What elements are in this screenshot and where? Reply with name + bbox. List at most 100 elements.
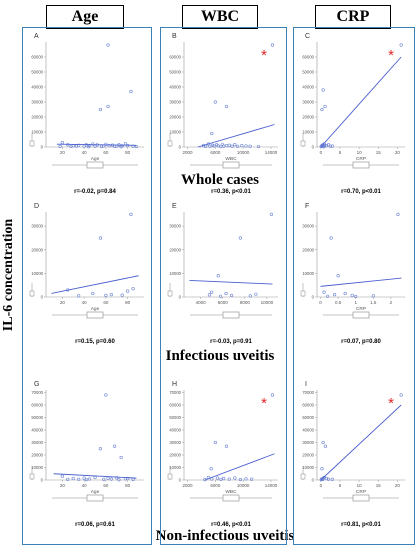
panel-b-letter: B (172, 33, 177, 40)
panel-i-ytick-label: 70000 (302, 390, 314, 395)
panel-h-xtick-label: 10000 (237, 483, 250, 488)
panel-g-point (126, 476, 130, 481)
panel-a-point (129, 89, 133, 94)
panel-a-xtick-label: 40 (82, 150, 88, 155)
panel-e-ytick-label: 30000 (169, 224, 181, 229)
panel-b-point (270, 43, 275, 47)
panel-g-point (87, 477, 92, 481)
panel-g-ytick-label: 50000 (31, 415, 43, 420)
panel-g-xtick-label: 80 (125, 483, 131, 488)
panel-g-point (60, 474, 64, 478)
panel-h-boxplot-box (222, 494, 240, 502)
panel-a-ytick-label: 10000 (31, 130, 43, 135)
panel-h-ytick-label: 70000 (169, 390, 181, 395)
panel-f-point (333, 293, 337, 297)
panel-e-point (207, 293, 212, 297)
panel-i-ytick-label: 0 (312, 478, 315, 483)
panel-i-fit-line (320, 404, 402, 481)
panel-d-point (131, 287, 135, 291)
panel-g-point (71, 476, 75, 481)
panel-d-point (98, 236, 103, 240)
panel-g-xtick-label: 40 (82, 483, 88, 488)
panel-i-ytick-label: 20000 (302, 453, 314, 458)
panel-d-point (77, 294, 81, 298)
panel-i-ytick-label: 10000 (302, 465, 314, 470)
panel-b-point (224, 144, 229, 148)
panel-f-ytick-label: 0 (312, 295, 315, 300)
panel-d-xtick-label: 80 (125, 300, 131, 305)
panel-h-point (249, 477, 254, 481)
panel-h-point (219, 477, 223, 481)
panel-g-point (66, 477, 70, 481)
panel-e-fit-line (189, 280, 273, 285)
panel-c-point (320, 107, 324, 112)
panel-h-significance-star: * (261, 395, 267, 412)
panel-a-point (91, 142, 95, 146)
panel-h-xtick-label: 2000 (182, 483, 193, 488)
panel-e-xtick-label: 10000 (261, 300, 274, 305)
panel-i-xtick-label: 20 (395, 483, 401, 488)
panel-e-stat: r=-0.03, p=0.91 (210, 339, 252, 345)
panel-h-point (233, 476, 237, 480)
panel-g-point (112, 444, 117, 448)
panel-g-xlabel: Age (91, 489, 100, 495)
panel-c-xtick-label: 5 (339, 150, 342, 155)
panel-i-ytick-label: 30000 (302, 440, 314, 445)
panel-b-ytick-label: 20000 (169, 115, 181, 120)
panel-f-point (350, 293, 354, 297)
panel-c-xlabel: CRP (356, 156, 366, 162)
panel-b-ytick-label: 40000 (169, 85, 181, 90)
panel-c-point (330, 144, 334, 148)
panel-f-xtick-label: 1.5 (370, 300, 377, 305)
panel-g-ytick-label: 70000 (31, 390, 43, 395)
panel-e-point (254, 292, 258, 296)
panel-i-letter: I (305, 381, 307, 388)
panel-h-point (270, 393, 275, 397)
panel-i-xtick-label: 5 (339, 483, 342, 488)
panel-c-letter: C (305, 33, 310, 40)
panel-a-point (107, 144, 111, 148)
panel-g-ytick-label: 30000 (31, 440, 43, 445)
panel-e-point (210, 290, 214, 294)
panel-a-point (60, 140, 64, 145)
panel-b-xtick-label: 2000 (182, 150, 193, 155)
panel-h-ytick-label: 50000 (169, 415, 181, 420)
panel-b-boxplot-box (222, 161, 240, 169)
panel-b-point (208, 144, 212, 148)
panel-b-xtick-label: 10000 (237, 150, 250, 155)
panel-c-point (321, 143, 325, 147)
panel-h-ytick-label: 20000 (169, 453, 181, 458)
panel-c-ytick-label: 10000 (302, 130, 314, 135)
panel-b-stat: r=0.36, p<0.01 (211, 189, 251, 195)
panel-f-point (343, 291, 347, 296)
panel-c-xtick-label: 20 (395, 150, 401, 155)
panel-c-point (323, 143, 327, 148)
panel-h-ytick-label: 30000 (169, 440, 181, 445)
panel-i-point (324, 476, 329, 481)
panel-e-point (218, 294, 223, 298)
panel-i-xtick-label: 15 (376, 483, 382, 488)
panel-b-ytick-label: 0 (179, 145, 182, 150)
panel-e-ybox-box (167, 290, 173, 297)
panel-a-point (58, 144, 62, 148)
panel-d-letter: D (34, 203, 39, 210)
panel-e-boxplot-box (222, 311, 240, 319)
panel-c-significance-star: * (388, 47, 394, 64)
panel-a-xlabel: Age (91, 156, 100, 162)
panel-g-point (102, 477, 106, 481)
panel-h-point (222, 476, 226, 481)
panel-f-xtick-label: 2 (390, 300, 393, 305)
panel-e-point (238, 236, 242, 240)
panel-b-point (256, 144, 261, 149)
panel-a-ytick-label: 60000 (31, 55, 43, 60)
panel-d-point (129, 212, 133, 216)
column-header-crp: CRP (315, 5, 391, 29)
panel-b-point (213, 100, 217, 104)
panel-a-fit-line (56, 143, 137, 146)
panel-i-boxplot-box (352, 494, 370, 502)
panel-i-xtick-label: 0 (320, 483, 323, 488)
panel-c-xtick-label: 10 (357, 150, 363, 155)
panel-c-ytick-label: 60000 (302, 55, 314, 60)
panel-h-point (238, 477, 242, 482)
